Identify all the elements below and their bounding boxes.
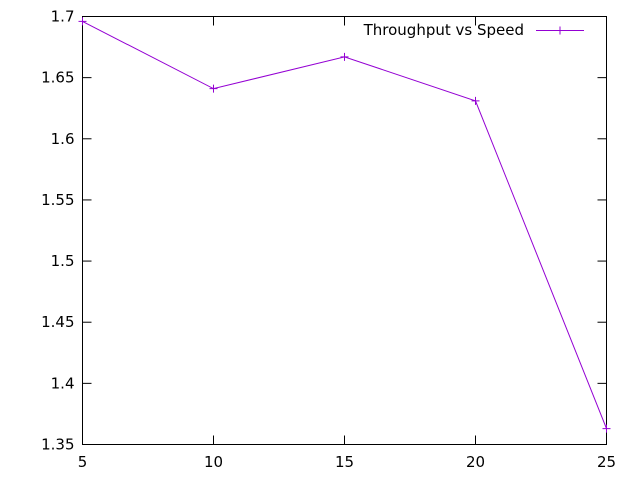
x-tick-label: 25 xyxy=(597,453,616,471)
x-tick-label: 5 xyxy=(78,453,88,471)
x-tick-label: 15 xyxy=(335,453,354,471)
plot-frame xyxy=(82,16,607,445)
data-point-marker xyxy=(209,84,218,93)
y-tick-label: 1.6 xyxy=(51,130,75,148)
x-axis-ticks: 5 10 15 20 25 xyxy=(78,16,616,471)
y-axis-ticks: 1.35 1.4 1.45 1.5 1.55 1.6 1.65 1.7 xyxy=(41,8,607,454)
y-tick-label: 1.7 xyxy=(51,8,75,26)
data-point-marker xyxy=(78,17,87,26)
data-point-marker xyxy=(340,52,349,61)
y-tick-label: 1.35 xyxy=(41,436,74,454)
series-layer xyxy=(78,17,611,433)
y-tick-label: 1.5 xyxy=(51,252,75,270)
data-point-marker xyxy=(602,424,611,433)
y-tick-label: 1.65 xyxy=(41,69,74,87)
x-tick-label: 10 xyxy=(204,453,223,471)
y-tick-label: 1.45 xyxy=(41,313,74,331)
x-tick-label: 20 xyxy=(466,453,485,471)
series-line xyxy=(82,20,607,429)
legend-label: Throughput vs Speed xyxy=(363,21,524,39)
legend-marker xyxy=(556,26,564,35)
y-tick-label: 1.4 xyxy=(51,374,75,392)
y-tick-label: 1.55 xyxy=(41,191,74,209)
legend: Throughput vs Speed xyxy=(363,21,584,39)
data-point-marker xyxy=(471,96,480,105)
